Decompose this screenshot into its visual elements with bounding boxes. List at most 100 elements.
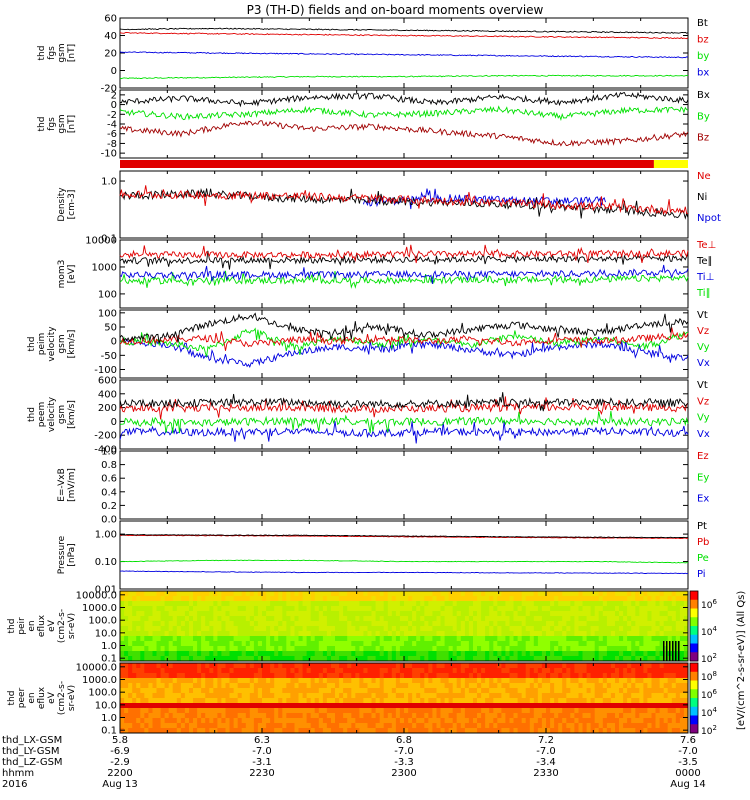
spectrogram-cell <box>533 718 539 724</box>
spectrogram-cell <box>615 693 620 699</box>
spectrogram-cell <box>485 688 490 694</box>
spectrogram-cell <box>610 636 616 642</box>
spectrogram-cell <box>184 641 190 647</box>
spectrogram-cell <box>562 663 567 669</box>
spectrogram-cell <box>375 688 381 694</box>
spectrogram-cell <box>180 636 186 642</box>
spectrogram-cell <box>416 673 421 679</box>
spectrogram-cell <box>302 616 308 622</box>
spectrogram-cell <box>249 626 255 632</box>
spectrogram-cell <box>546 688 551 694</box>
legend-entry: Pi <box>697 569 706 580</box>
spectrogram-cell <box>598 698 604 704</box>
spectrogram-cell <box>172 668 178 674</box>
spectrogram-cell <box>253 651 259 657</box>
spectrogram-cell <box>533 591 539 597</box>
spectrogram-cell <box>144 713 149 719</box>
spectrogram-cell <box>578 611 583 617</box>
spectrogram-cell <box>335 621 340 627</box>
spectrogram-cell <box>229 641 234 647</box>
spectrogram-cell <box>144 663 149 669</box>
spectrogram-cell <box>550 611 555 617</box>
spectrogram-cell <box>363 673 368 679</box>
spectrogram-cell <box>590 703 596 709</box>
ylabel-line: eflux <box>37 614 47 637</box>
spectrogram-cell <box>679 693 685 699</box>
spectrogram-cell <box>671 651 677 657</box>
spectrogram-cell <box>140 723 145 729</box>
spectrogram-cell <box>606 723 612 729</box>
series-line-Te∥ <box>119 250 689 270</box>
spectrogram-cell <box>408 718 413 724</box>
spectrogram-cell <box>570 673 575 679</box>
spectrogram-cell <box>615 596 620 602</box>
spectrogram-cell <box>477 631 482 637</box>
spectrogram-cell <box>440 636 445 642</box>
spectrogram-cell <box>651 596 656 602</box>
spectrogram-cell <box>594 688 600 694</box>
spectrogram-cell <box>270 713 275 719</box>
spectrogram-cell <box>262 656 267 662</box>
spectrogram-cell <box>521 723 527 729</box>
spectrogram-cell <box>229 723 234 729</box>
spectrogram-cell <box>586 606 592 612</box>
spectrogram-cell <box>335 703 340 709</box>
spectrogram-cell <box>343 708 348 714</box>
spectrogram-cell <box>391 631 397 637</box>
spectrogram-cell <box>517 678 523 684</box>
spectrogram-cell <box>290 591 295 597</box>
spectrogram-cell <box>537 621 543 627</box>
spectrogram-cell <box>631 703 636 709</box>
spectrogram-cell <box>460 611 466 617</box>
spectrogram-cell <box>302 708 308 714</box>
spectrogram-cell <box>493 683 498 689</box>
spectrogram-cell <box>221 703 226 709</box>
spectrogram-cell <box>533 656 539 662</box>
spectrogram-cell <box>558 596 563 602</box>
spectrogram-cell <box>262 688 267 694</box>
spectrogram-cell <box>428 601 433 607</box>
spectrogram-cell <box>424 663 429 669</box>
spectrogram-cell <box>180 606 186 612</box>
spectrogram-cell <box>432 698 437 704</box>
spectrogram-cell <box>302 646 308 652</box>
spectrogram-cell <box>197 693 202 699</box>
spectrogram-cell <box>379 656 385 662</box>
spectrogram-cell <box>477 668 482 674</box>
spectrogram-cell <box>517 688 523 694</box>
spectrogram-cell <box>197 673 202 679</box>
spectrogram-cell <box>217 703 222 709</box>
spectrogram-cell <box>189 606 194 612</box>
spectrogram-cell <box>558 656 563 662</box>
spectrogram-cell <box>120 693 125 699</box>
spectrogram-cell <box>473 596 478 602</box>
spectrogram-cell <box>213 693 218 699</box>
spectrogram-cell <box>274 651 279 657</box>
spectrogram-cell <box>683 641 689 647</box>
spectrogram-cell <box>343 631 348 637</box>
spectrogram-cell <box>586 683 592 689</box>
spectrogram-cell <box>671 611 677 617</box>
spectrogram-cell <box>464 621 470 627</box>
spectrogram-cell <box>339 616 344 622</box>
spectrogram-cell <box>562 703 567 709</box>
spectrogram-cell <box>383 688 389 694</box>
spectrogram-cell <box>278 708 283 714</box>
date-label: Aug 13 <box>102 779 137 790</box>
spectrogram-cell <box>282 668 287 674</box>
spectrogram-cell <box>440 693 445 699</box>
spectrogram-cell <box>233 723 239 729</box>
spectrogram-cell <box>663 693 669 699</box>
spectrogram-cell <box>290 611 295 617</box>
spectrogram-cell <box>456 663 462 669</box>
spectrogram-cell <box>298 683 303 689</box>
spectrogram-cell <box>554 621 559 627</box>
spectrogram-cell <box>529 646 535 652</box>
legend-entry: Vt <box>697 310 708 321</box>
spectrogram-cell <box>351 641 356 647</box>
spectrogram-cell <box>294 693 299 699</box>
spectrogram-cell <box>651 641 656 647</box>
spectrogram-cell <box>550 718 555 724</box>
spectrogram-cell <box>663 636 669 642</box>
spectrogram-cell <box>347 591 352 597</box>
